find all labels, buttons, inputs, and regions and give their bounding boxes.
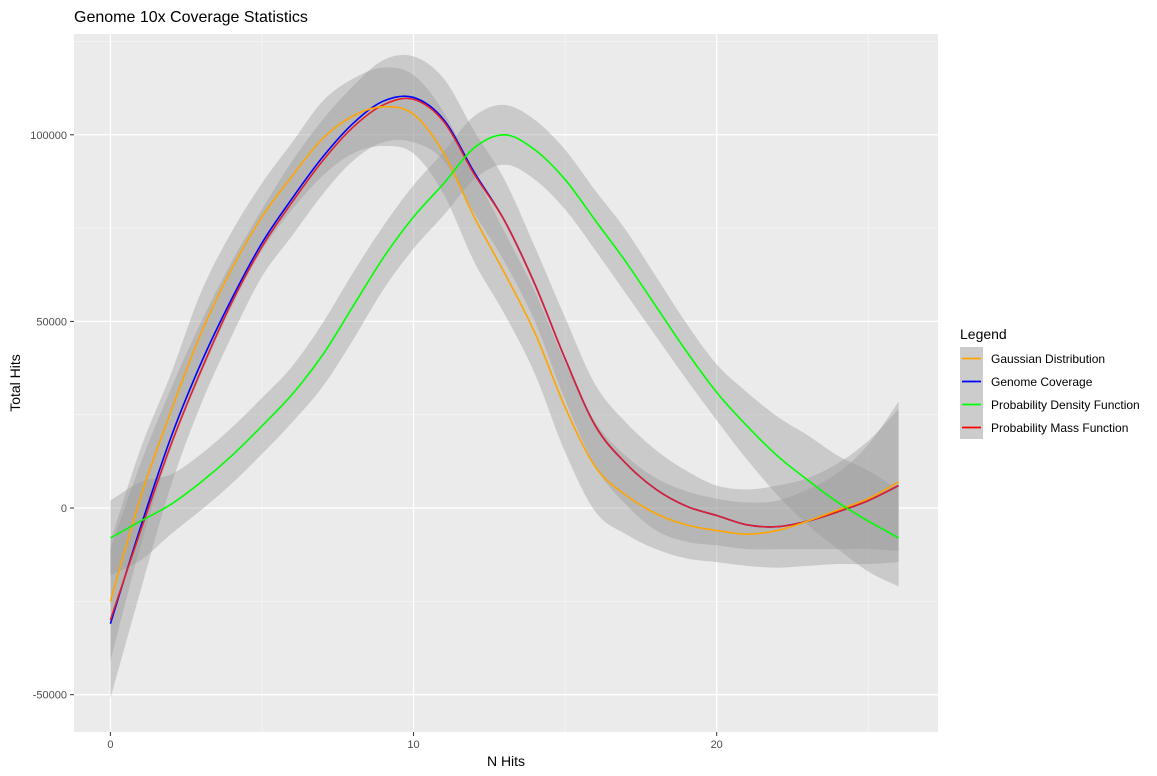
y-tick-label: 100000 [30,130,67,142]
gaussian-distribution-line [109,105,899,602]
legend-item-gaussian-distribution: Gaussian Distribution [960,347,1105,370]
x-tick-label: 10 [407,739,419,751]
ribbons [110,54,899,699]
chart-title: Genome 10x Coverage Statistics [74,9,308,26]
probability-mass-function-line [109,97,899,621]
y-axis-title: Total Hits [7,354,23,412]
probability-density-function-line [109,133,899,539]
grid-minor [74,34,938,732]
gaussian-distribution-confidence-band [110,67,899,662]
plot-panel [74,34,938,732]
x-tick-label: 0 [107,739,113,751]
y-axis: -50000 0 50000 100000 [30,130,74,702]
x-axis-title: N Hits [487,753,525,769]
x-tick-label: 20 [711,739,723,751]
x-axis: 0 10 20 [107,732,723,751]
legend-item-probability-density-function: Probability Density Function [960,393,1140,416]
genome-coverage-confidence-band [110,54,899,699]
legend-item-probability-mass-function: Probability Mass Function [960,416,1128,439]
legend-label: Gaussian Distribution [991,352,1105,366]
series-lines [109,95,899,624]
legend: Legend Gaussian Distribution Genome Cover… [960,326,1140,439]
legend-label: Probability Mass Function [991,421,1128,435]
legend-label: Genome Coverage [991,375,1093,389]
y-tick-label: 50000 [36,316,67,328]
legend-entries: Gaussian Distribution Genome Coverage Prob… [960,347,1140,439]
legend-title: Legend [960,326,1007,342]
legend-label: Probability Density Function [991,398,1140,412]
legend-item-genome-coverage: Genome Coverage [960,370,1093,393]
y-tick-label: -50000 [33,690,67,702]
y-tick-label: 0 [61,503,67,515]
